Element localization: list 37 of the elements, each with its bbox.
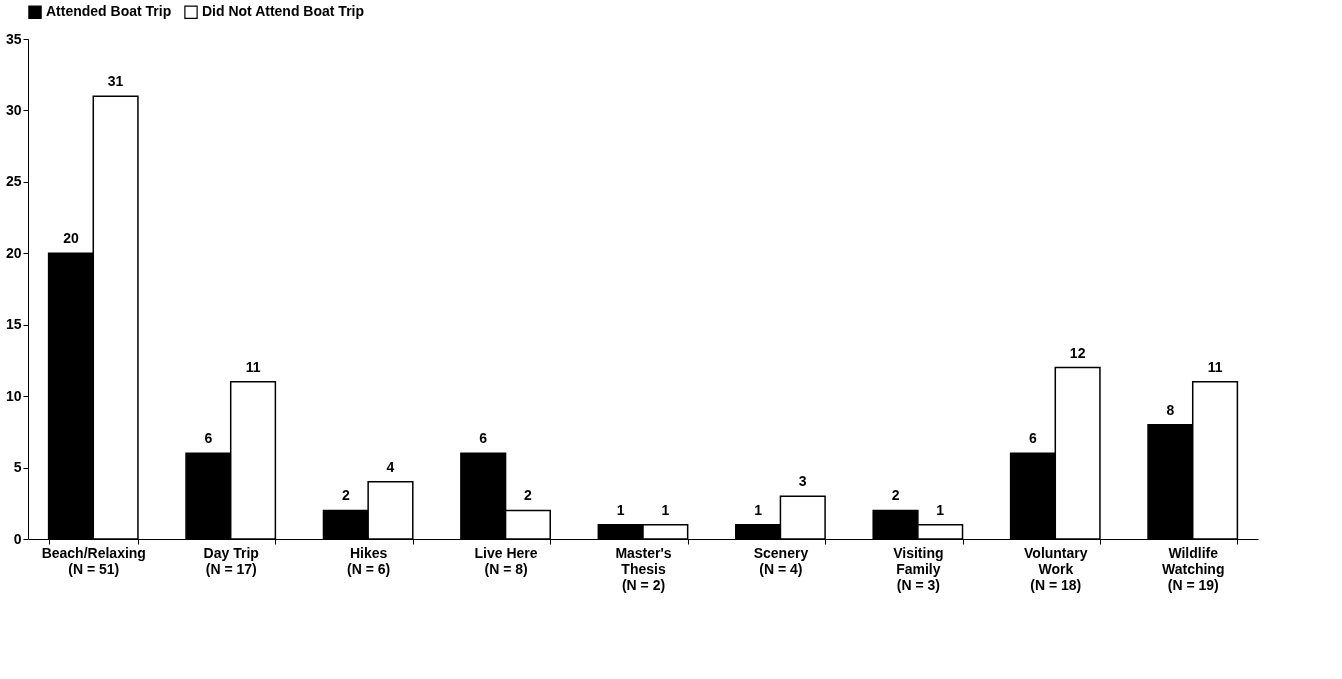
data-label: 1 (616, 501, 625, 518)
data-label: 6 (479, 430, 488, 447)
y-tick-label: 25 (5, 173, 22, 190)
y-tick-label: 20 (5, 244, 22, 261)
data-label: 1 (754, 501, 763, 518)
y-tick-label: 5 (13, 459, 22, 476)
y-tick-label: 30 (5, 101, 22, 118)
x-tick-label: Voluntary Work (N = 18) (1024, 544, 1088, 593)
data-label: 20 (63, 230, 79, 247)
x-tick-label: Wildlife Watching (N = 19) (1161, 544, 1225, 593)
data-label: 12 (1069, 344, 1086, 361)
y-tick-label: 35 (5, 30, 22, 47)
data-label: 6 (204, 430, 213, 447)
data-label: 11 (1207, 358, 1223, 375)
x-tick-label: Hikes (N = 6) (347, 544, 391, 577)
data-label: 8 (1166, 401, 1175, 418)
y-tick-label: 15 (5, 316, 22, 333)
x-tick-label: Beach/Relaxing (N = 51) (41, 544, 146, 577)
data-label: 2 (891, 487, 900, 504)
data-label: 2 (341, 487, 350, 504)
data-label: 11 (245, 358, 261, 375)
legend-label: Attended Boat Trip (46, 3, 172, 20)
data-label: 2 (524, 487, 532, 504)
data-label: 31 (107, 73, 124, 90)
data-label: 6 (1029, 430, 1038, 447)
y-tick-label: 0 (13, 530, 22, 547)
x-tick-label: Scenery (N = 4) (753, 544, 809, 577)
data-label: 4 (386, 458, 395, 475)
x-tick-label: Master's Thesis (N = 2) (615, 544, 672, 593)
x-tick-label: Day Trip (N = 17) (203, 544, 259, 577)
y-tick-label: 10 (5, 387, 22, 404)
data-label: 1 (661, 501, 670, 518)
data-label: 1 (936, 501, 945, 518)
legend-label: Did Not Attend Boat Trip (202, 3, 365, 20)
data-label: 3 (798, 473, 807, 490)
x-tick-label: Visiting Family (N = 3) (893, 544, 944, 593)
x-tick-label: Live Here (N = 8) (474, 544, 538, 577)
